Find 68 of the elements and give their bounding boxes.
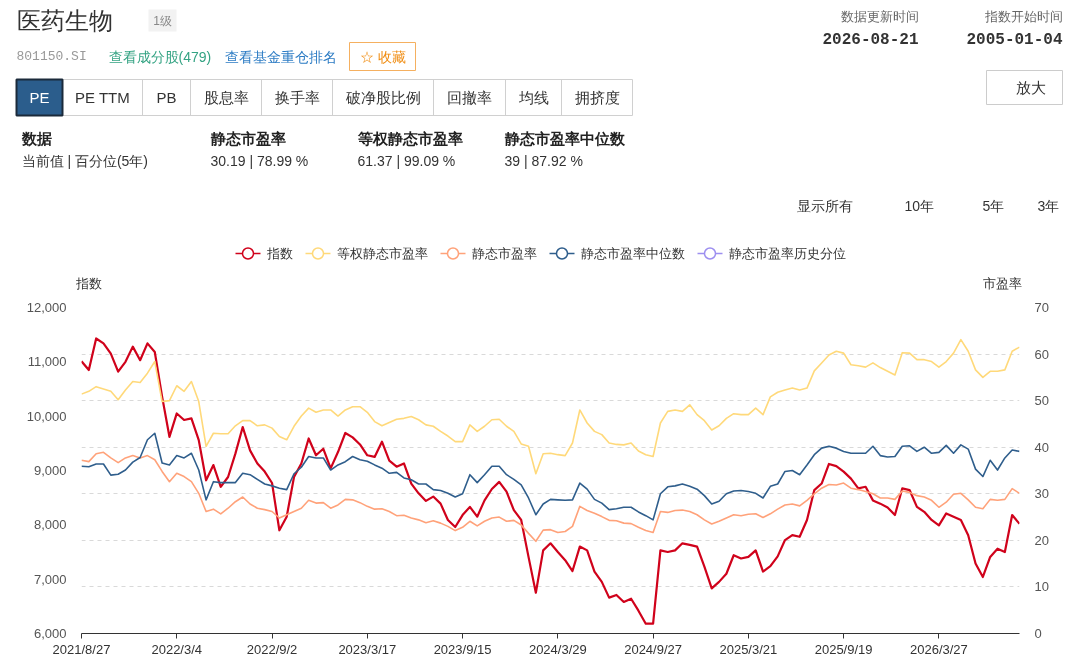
y2-tick-label: 30 xyxy=(1034,486,1049,502)
text: PB xyxy=(156,89,177,106)
y2-axis-title: 市盈率 xyxy=(983,276,1022,291)
line-series xyxy=(81,432,1020,521)
text: 39 | 87.92 % xyxy=(504,152,583,169)
y-tick-label: 12,000 xyxy=(26,300,67,315)
text: PE xyxy=(29,89,50,106)
y2-tick-label: 70 xyxy=(1034,300,1049,315)
legend-label: 静态市盈率历史分位 xyxy=(728,246,846,261)
legend-label: 等权静态市盈率 xyxy=(336,246,428,261)
y2-tick-label: 60 xyxy=(1034,346,1049,362)
text: 2026-08-21 xyxy=(822,31,919,49)
y2-tick-label: 50 xyxy=(1034,393,1049,409)
text: 静态市盈率 xyxy=(209,130,286,147)
text: 拥挤度 xyxy=(574,89,620,106)
y-tick-label: 6,000 xyxy=(33,626,67,641)
text: 3年 xyxy=(1037,197,1060,214)
text: 61.37 | 99.09 % xyxy=(357,152,456,169)
text: 当前值 | 百分位(5年) xyxy=(21,152,149,169)
text: ☆ 收藏 xyxy=(360,48,406,65)
text: 查看成分股(479) xyxy=(108,48,212,65)
chart-title: 医药生物 xyxy=(16,7,113,34)
text: 数据更新时间 xyxy=(840,9,919,24)
y2-tick-label: 20 xyxy=(1034,532,1049,548)
legend-label: 静态市盈率 xyxy=(471,246,537,261)
x-tick-label: 2023/9/15 xyxy=(433,641,492,657)
text: 2005-01-04 xyxy=(966,31,1063,49)
x-tick-label: 2024/9/27 xyxy=(624,641,683,657)
y2-tick-label: 40 xyxy=(1034,439,1049,455)
text: 1级 xyxy=(153,13,172,28)
text: 换手率 xyxy=(274,89,320,106)
y-axis-title: 指数 xyxy=(74,276,102,291)
text: 数据 xyxy=(20,130,52,147)
text: 指数开始时间 xyxy=(983,9,1063,24)
text: 等权静态市盈率 xyxy=(356,130,463,147)
text: 10年 xyxy=(904,197,935,214)
x-tick-label: 2021/8/27 xyxy=(52,641,111,657)
text: 均线 xyxy=(517,89,549,106)
text: 回撤率 xyxy=(447,89,492,106)
y-tick-label: 10,000 xyxy=(26,408,67,424)
text: 放大 xyxy=(1015,79,1046,96)
text: 30.19 | 78.99 % xyxy=(210,152,309,169)
text: 801150.SI xyxy=(16,49,87,64)
x-tick-label: 2025/9/19 xyxy=(814,641,873,657)
text: 静态市盈率中位数 xyxy=(503,130,626,147)
text: 破净股比例 xyxy=(344,89,421,106)
y2-tick-label: 10 xyxy=(1034,579,1049,595)
y-tick-label: 9,000 xyxy=(33,463,67,478)
text: 股息率 xyxy=(203,89,249,106)
text: 显示所有 xyxy=(796,197,853,214)
legend-label: 指数 xyxy=(265,246,293,261)
x-tick-label: 2025/3/21 xyxy=(719,641,778,657)
x-tick-label: 2022/3/4 xyxy=(151,641,203,657)
x-tick-label: 2026/3/27 xyxy=(909,641,968,657)
y-tick-label: 7,000 xyxy=(33,571,67,587)
x-tick-label: 2023/3/17 xyxy=(338,641,397,657)
y-tick-label: 8,000 xyxy=(33,517,67,533)
x-tick-label: 2022/9/2 xyxy=(246,641,298,657)
x-tick-label: 2024/3/29 xyxy=(528,641,587,657)
line-series xyxy=(81,451,1020,543)
line-series xyxy=(81,338,1020,475)
text: 5年 xyxy=(982,197,1005,214)
line-series xyxy=(81,337,1020,625)
text: PE TTM xyxy=(75,89,130,106)
text: 查看基金重仓排名 xyxy=(224,48,337,65)
y2-tick-label: 0 xyxy=(1034,626,1042,641)
legend-label: 静态市盈率中位数 xyxy=(580,246,685,261)
y-tick-label: 11,000 xyxy=(27,354,67,370)
